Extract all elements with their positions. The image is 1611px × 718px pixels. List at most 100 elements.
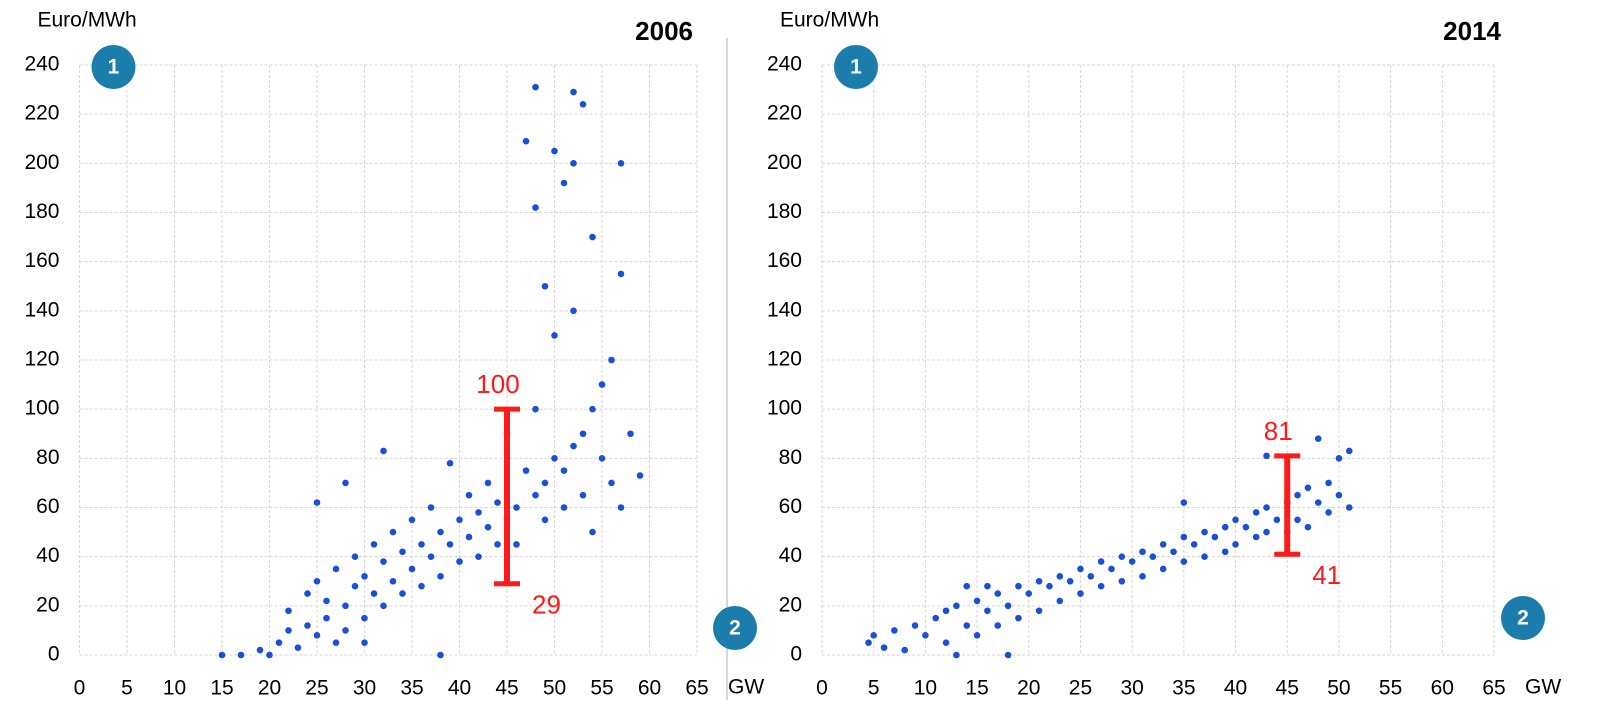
x-tick-label: 45 (1276, 677, 1299, 700)
point (1004, 651, 1012, 659)
badge-label: 1 (108, 56, 120, 79)
y-tick-label: 60 (779, 495, 802, 518)
point (532, 83, 539, 91)
point (342, 479, 349, 487)
x-tick-label: 65 (685, 677, 708, 700)
x-tick-label: 45 (495, 677, 518, 700)
y-tick-label: 20 (779, 593, 802, 616)
y-tick-label: 240 (767, 53, 802, 76)
point (323, 614, 330, 622)
point (1304, 484, 1312, 492)
point (1097, 558, 1105, 565)
point (1294, 491, 1301, 499)
badge-label: 2 (729, 617, 741, 640)
x-tick-label: 50 (543, 677, 566, 700)
point (570, 88, 577, 96)
point (1180, 558, 1188, 565)
point (1170, 548, 1177, 556)
x-tick-label: 0 (74, 677, 86, 700)
y-tick-label: 80 (36, 446, 59, 469)
point (1201, 528, 1208, 536)
badge (834, 45, 878, 89)
range-high-label: 81 (1264, 416, 1293, 446)
point (901, 646, 909, 654)
point (484, 523, 492, 531)
point (579, 491, 587, 499)
point (994, 622, 1002, 629)
x-tick-label: 35 (1172, 677, 1195, 700)
y-tick-label: 20 (36, 593, 59, 616)
point (1118, 577, 1126, 585)
point (973, 632, 981, 639)
point (1232, 541, 1239, 548)
point (456, 516, 463, 524)
point (1035, 607, 1043, 615)
point (332, 639, 340, 647)
point (313, 632, 321, 639)
point (870, 632, 877, 639)
y-tick-label: 160 (767, 249, 802, 272)
point (342, 602, 349, 610)
point (294, 644, 302, 651)
point (399, 590, 406, 597)
point (475, 509, 482, 516)
point (266, 651, 273, 659)
point (994, 590, 1002, 597)
x-tick-label: 5 (121, 677, 133, 700)
x-tick-label: 60 (638, 677, 661, 700)
point (880, 644, 888, 651)
point (513, 504, 520, 511)
point (437, 573, 444, 580)
point (570, 442, 577, 450)
point (256, 646, 264, 654)
point (522, 137, 530, 145)
point (1345, 504, 1353, 511)
y-tick-label: 80 (779, 446, 802, 469)
point (1190, 541, 1198, 548)
point (598, 381, 606, 388)
point (541, 282, 549, 290)
point (1232, 516, 1239, 524)
point (361, 573, 368, 580)
point (598, 455, 606, 462)
point (380, 558, 387, 565)
point (963, 622, 971, 629)
point (973, 597, 981, 605)
badge (713, 606, 757, 650)
x-tick-label: 30 (353, 677, 376, 700)
x-tick-label: 55 (1379, 677, 1402, 700)
point (437, 651, 444, 659)
point (551, 332, 558, 339)
point (1004, 602, 1012, 610)
point (532, 405, 539, 413)
y-tick-label: 220 (24, 102, 59, 125)
point (617, 270, 625, 278)
point (1015, 582, 1022, 590)
point (446, 541, 454, 548)
point (1335, 455, 1343, 462)
point (891, 627, 898, 634)
point (427, 553, 435, 560)
point (1180, 499, 1188, 506)
x-tick-label: 30 (1120, 677, 1143, 700)
point (304, 622, 311, 629)
point (1211, 533, 1219, 541)
point (1159, 565, 1167, 573)
point (911, 622, 919, 629)
point (570, 160, 577, 167)
point (408, 516, 416, 524)
point (380, 447, 387, 455)
y-tick-label: 240 (24, 53, 59, 76)
y-tick-label: 100 (24, 397, 59, 420)
point (532, 491, 539, 499)
point (313, 499, 321, 506)
point (608, 479, 615, 487)
point (1149, 553, 1157, 560)
y-tick-label: 160 (24, 249, 59, 272)
y-axis-label: Euro/MWh (780, 9, 879, 32)
point (484, 479, 492, 487)
point (1252, 533, 1260, 541)
point (589, 233, 596, 241)
point (1025, 590, 1033, 597)
